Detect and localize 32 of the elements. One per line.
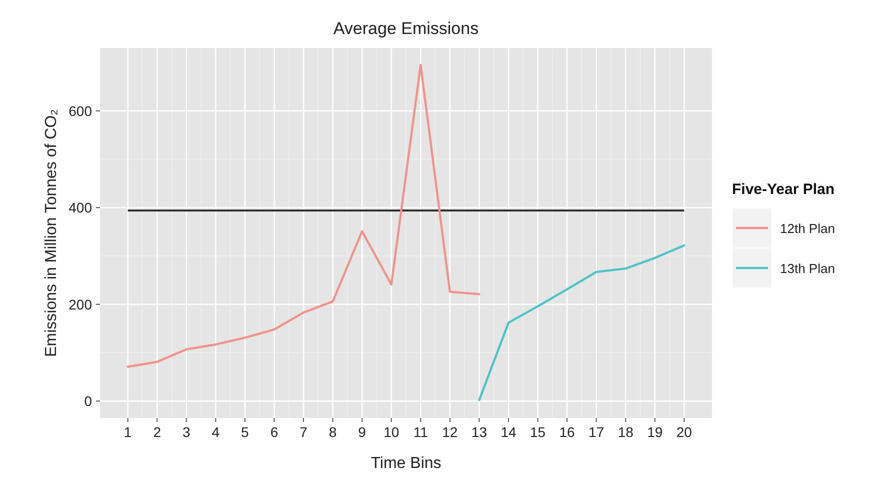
x-tick-label: 1 [124, 424, 132, 440]
line-series [478, 244, 686, 402]
legend-label: 12th Plan [780, 221, 835, 236]
x-tick-label: 14 [500, 424, 516, 440]
y-tick-label: 600 [68, 102, 92, 119]
legend-title: Five-Year Plan [732, 181, 835, 198]
x-tick-label: 2 [153, 424, 162, 440]
x-tick-label: 20 [676, 424, 692, 440]
x-tick-label: 15 [530, 424, 546, 440]
line-series [126, 64, 480, 368]
x-tick-label: 18 [618, 424, 634, 440]
x-tick-label: 11 [413, 424, 428, 440]
chart-title: Average Emissions [333, 19, 479, 38]
y-axis-title: Emissions in Million Tonnes of CO₂ [43, 109, 60, 357]
x-tick-label: 17 [588, 424, 604, 440]
y-tick-label: 400 [68, 200, 92, 216]
x-tick-label: 6 [270, 424, 278, 440]
x-tick-label: 13 [471, 424, 488, 440]
x-tick-label: 19 [647, 424, 663, 440]
x-tick-label: 5 [241, 424, 250, 440]
x-tick-label: 8 [328, 424, 337, 440]
x-axis-title: Time Bins [370, 455, 442, 472]
x-tick-label: 16 [559, 424, 576, 440]
x-tick-label: 9 [358, 424, 366, 440]
x-tick-label: 10 [384, 424, 400, 440]
legend-label: 13th Plan [780, 261, 835, 276]
x-tick-label: 7 [300, 424, 308, 440]
x-tick-label: 4 [212, 424, 220, 440]
y-tick-label: 0 [84, 393, 92, 410]
x-tick-label: 3 [182, 424, 190, 440]
x-tick-label: 12 [442, 424, 458, 440]
y-tick-label: 200 [68, 296, 92, 312]
